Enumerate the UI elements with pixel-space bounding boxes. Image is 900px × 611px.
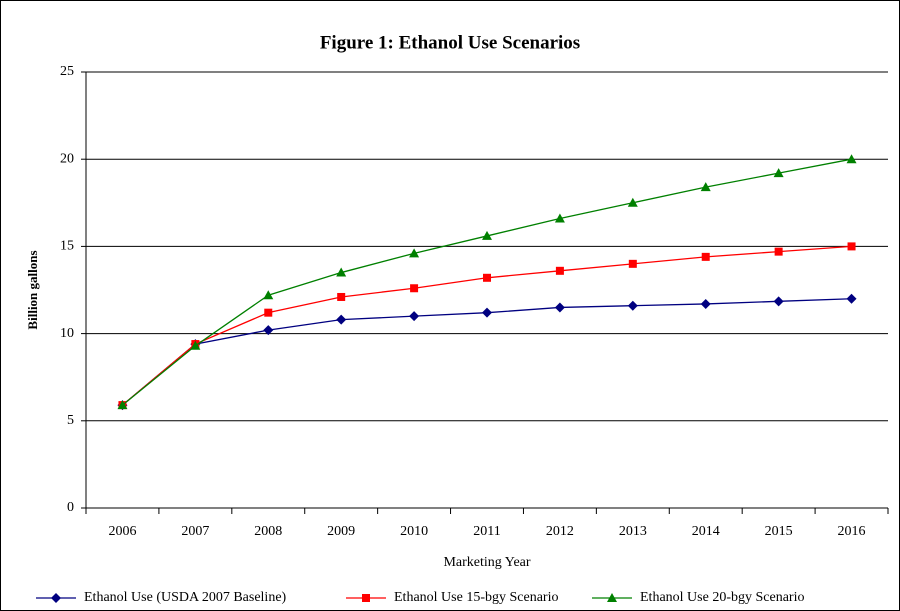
y-tick-label: 25 xyxy=(60,64,74,79)
marker xyxy=(190,340,201,350)
marker xyxy=(700,182,711,192)
y-tick-label: 15 xyxy=(60,239,74,254)
marker xyxy=(409,248,420,258)
marker xyxy=(336,314,347,325)
marker xyxy=(483,273,491,282)
y-axis-label: Billion gallons xyxy=(25,250,40,329)
marker xyxy=(410,284,419,293)
marker xyxy=(700,298,711,309)
x-tick-label: 2014 xyxy=(692,524,720,539)
marker xyxy=(482,307,492,318)
marker xyxy=(773,168,784,178)
marker xyxy=(409,311,420,322)
legend-label: Ethanol Use (USDA 2007 Baseline) xyxy=(84,590,287,605)
marker xyxy=(482,230,492,240)
x-tick-label: 2011 xyxy=(473,524,500,539)
marker xyxy=(554,213,565,223)
marker xyxy=(846,154,857,164)
x-tick-label: 2006 xyxy=(108,524,136,539)
legend-label: Ethanol Use 15-bgy Scenario xyxy=(394,590,558,605)
marker xyxy=(51,593,61,603)
marker xyxy=(847,242,856,251)
marker xyxy=(773,296,784,307)
marker xyxy=(362,594,370,602)
marker xyxy=(336,267,347,277)
marker xyxy=(117,400,128,410)
marker xyxy=(337,292,346,301)
legend-label: Ethanol Use 20-bgy Scenario xyxy=(640,590,804,605)
marker xyxy=(628,259,637,268)
y-tick-label: 0 xyxy=(67,500,74,515)
x-tick-label: 2015 xyxy=(765,524,793,539)
marker xyxy=(264,308,273,317)
marker xyxy=(263,290,274,300)
marker xyxy=(607,593,617,602)
y-tick-label: 10 xyxy=(60,326,74,341)
marker xyxy=(627,300,638,311)
y-tick-label: 5 xyxy=(67,413,74,428)
x-axis-label: Marketing Year xyxy=(443,555,530,570)
x-tick-label: 2013 xyxy=(619,524,647,539)
marker xyxy=(846,293,857,304)
marker xyxy=(555,266,564,275)
x-tick-label: 2012 xyxy=(546,524,574,539)
x-tick-label: 2008 xyxy=(254,524,282,539)
marker xyxy=(263,325,274,336)
marker xyxy=(554,302,565,313)
chart-title: Figure 1: Ethanol Use Scenarios xyxy=(320,32,580,53)
x-tick-label: 2010 xyxy=(400,524,428,539)
marker xyxy=(627,197,638,207)
marker xyxy=(774,247,783,256)
y-tick-label: 20 xyxy=(60,151,74,166)
x-tick-label: 2007 xyxy=(181,524,209,539)
marker xyxy=(701,252,710,261)
x-tick-label: 2009 xyxy=(327,524,355,539)
x-tick-label: 2016 xyxy=(838,524,866,539)
